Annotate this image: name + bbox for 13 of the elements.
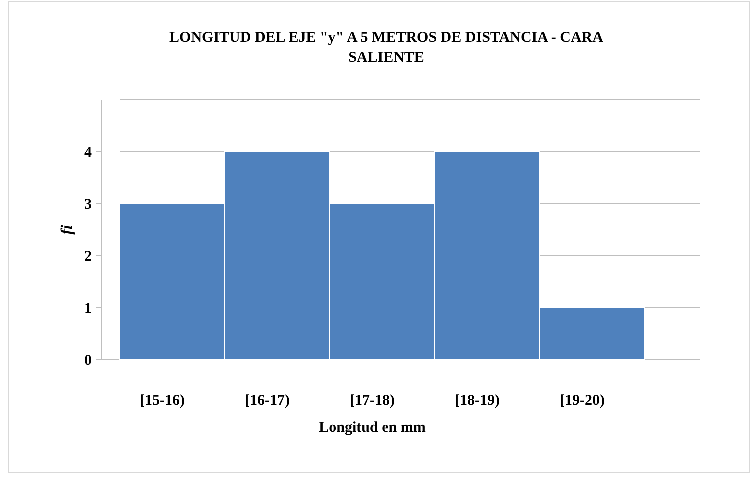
y-tick-label: 1: [84, 301, 92, 317]
y-tick-label: 3: [84, 197, 92, 213]
x-tick-label: [17-18): [350, 393, 395, 409]
y-tick-label: 4: [84, 145, 92, 161]
x-tick-label: [15-16): [140, 393, 185, 409]
y-tick-label: 2: [84, 249, 92, 265]
x-tick-label: [16-17): [245, 393, 290, 409]
chart-title: LONGITUD DEL EJE "y" A 5 METROS DE DISTANCIA - CARA SALIENTE: [170, 30, 604, 66]
x-tick-label: [18-19): [455, 393, 500, 409]
y-tick-label: 0: [84, 353, 92, 369]
x-axis-title: Longitud en mm: [319, 420, 426, 436]
y-axis-title: fi: [59, 224, 76, 235]
x-tick-label: [19-20): [560, 393, 605, 409]
